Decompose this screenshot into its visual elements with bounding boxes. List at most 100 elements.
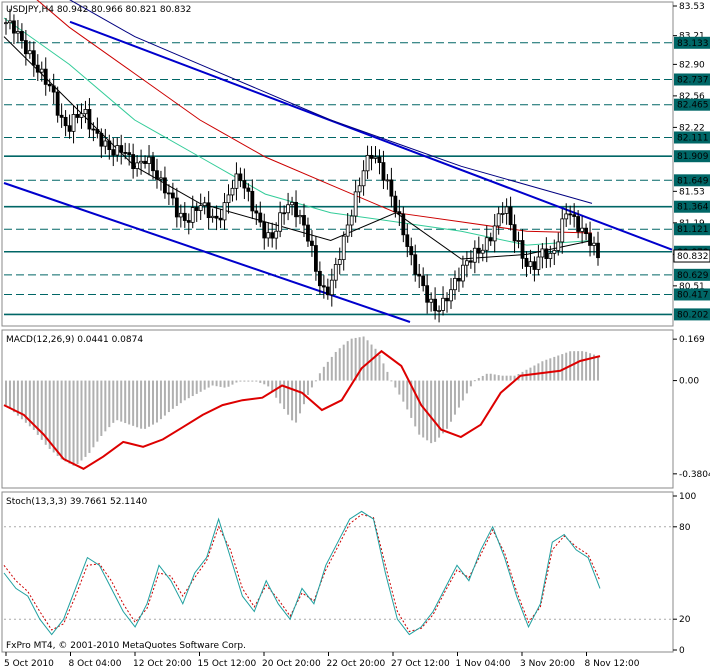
candle-body xyxy=(67,125,72,132)
candle-body xyxy=(4,22,8,25)
candle-body xyxy=(536,256,541,270)
macd-histogram-bar xyxy=(64,380,67,462)
level-label-box xyxy=(674,308,710,321)
candle-body xyxy=(19,31,24,41)
macd-histogram-bar xyxy=(191,380,194,397)
macd-histogram-bar xyxy=(155,380,158,423)
candle-body xyxy=(16,31,20,34)
macd-histogram-bar xyxy=(215,380,218,387)
macd-histogram-bar xyxy=(426,380,429,441)
candle-body xyxy=(186,220,191,223)
axes: 83.5383.2182.9082.5682.2281.5381.1980.85… xyxy=(4,2,710,669)
macd-histogram-bar xyxy=(287,380,290,415)
candle-body xyxy=(274,230,279,239)
macd-histogram-bar xyxy=(279,380,282,404)
macd-histogram-bar xyxy=(231,380,234,385)
candle-body xyxy=(59,114,64,118)
candle-body xyxy=(508,206,513,226)
level-label-box xyxy=(674,288,710,301)
macd-histogram-bar xyxy=(378,354,381,381)
macd-histogram-bar xyxy=(561,354,564,381)
macd-histogram-bar xyxy=(485,373,488,381)
candle-body xyxy=(357,185,362,193)
candle-body xyxy=(103,140,108,147)
macd-histogram-bar xyxy=(247,380,250,382)
candle-body xyxy=(592,242,596,246)
candle-body xyxy=(135,162,140,169)
macd-histogram-bar xyxy=(406,380,409,410)
stoch-signal-line xyxy=(3,513,601,633)
macd-histogram-bar xyxy=(187,380,190,399)
candle-body xyxy=(417,273,422,277)
macd-histogram-bar xyxy=(148,380,151,427)
candle-body xyxy=(306,224,310,242)
macd-histogram-bar xyxy=(52,380,55,453)
macd-histogram-bar xyxy=(84,380,87,457)
candle-body xyxy=(302,215,306,226)
candle-body xyxy=(31,50,36,66)
candle-body xyxy=(377,156,382,163)
moving-average-line xyxy=(36,0,593,234)
macd-panel-frame xyxy=(1,329,674,489)
macd-histogram-bar xyxy=(338,348,341,381)
candle-body xyxy=(453,277,457,291)
candle-body xyxy=(488,237,493,242)
macd-histogram-bar xyxy=(489,373,492,381)
price-panel xyxy=(3,0,673,323)
macd-histogram-bar xyxy=(60,380,63,460)
macd-histogram-bar xyxy=(175,380,178,406)
macd-histogram-bar xyxy=(8,380,11,409)
macd-histogram-bar xyxy=(32,380,35,430)
candle-body xyxy=(131,154,136,169)
macd-histogram-bar xyxy=(497,375,500,381)
macd-histogram-bar xyxy=(414,380,417,427)
candle-body xyxy=(290,201,294,206)
level-label: 81.121 xyxy=(677,225,709,235)
candle-body xyxy=(381,162,386,181)
channel-upper-line xyxy=(69,20,673,251)
price-tick-label: 80.51 xyxy=(679,282,705,292)
stoch-tick-label: 20 xyxy=(679,615,691,625)
macd-histogram-bar xyxy=(418,380,421,435)
candle-body xyxy=(544,248,549,259)
candle-body xyxy=(151,156,155,172)
candle-body xyxy=(206,202,211,219)
macd-histogram-bar xyxy=(306,380,309,395)
candle-body xyxy=(310,240,314,246)
macd-histogram-bar xyxy=(589,353,592,381)
macd-histogram-bar xyxy=(402,380,405,402)
x-tick-label: 12 Oct 20:00 xyxy=(133,659,192,669)
level-label-box xyxy=(674,268,710,281)
candle-body xyxy=(123,152,128,154)
candle-body xyxy=(314,245,318,272)
candle-body xyxy=(107,140,112,151)
candle-body xyxy=(246,187,251,192)
macd-histogram-bar xyxy=(48,380,51,449)
candle-body xyxy=(91,128,96,131)
stoch-main-line xyxy=(3,510,601,636)
macd-histogram-bar xyxy=(167,380,170,413)
macd-histogram-bar xyxy=(235,380,238,383)
candle-body xyxy=(190,207,195,223)
macd-histogram-bar xyxy=(537,363,540,381)
macd-histogram-bar xyxy=(553,356,556,381)
candle-body xyxy=(433,298,438,312)
candle-body xyxy=(317,270,322,287)
macd-histogram-bar xyxy=(299,380,302,414)
candle-body xyxy=(262,221,267,239)
stoch-panel xyxy=(3,510,672,636)
price-tick-label: 83.21 xyxy=(679,32,705,42)
candle-body xyxy=(576,216,581,232)
macd-histogram-bar xyxy=(223,380,226,388)
macd-histogram-bar xyxy=(271,380,274,393)
macd-histogram-bar xyxy=(461,380,464,401)
candle-body xyxy=(496,213,501,227)
candle-body xyxy=(441,297,445,311)
candle-body xyxy=(345,224,350,237)
macd-histogram-bar xyxy=(203,380,206,390)
candle-body xyxy=(294,201,298,218)
candle-body xyxy=(194,207,199,211)
macd-histogram-bar xyxy=(40,380,43,440)
candle-body xyxy=(548,252,553,259)
candle-body xyxy=(461,264,465,282)
